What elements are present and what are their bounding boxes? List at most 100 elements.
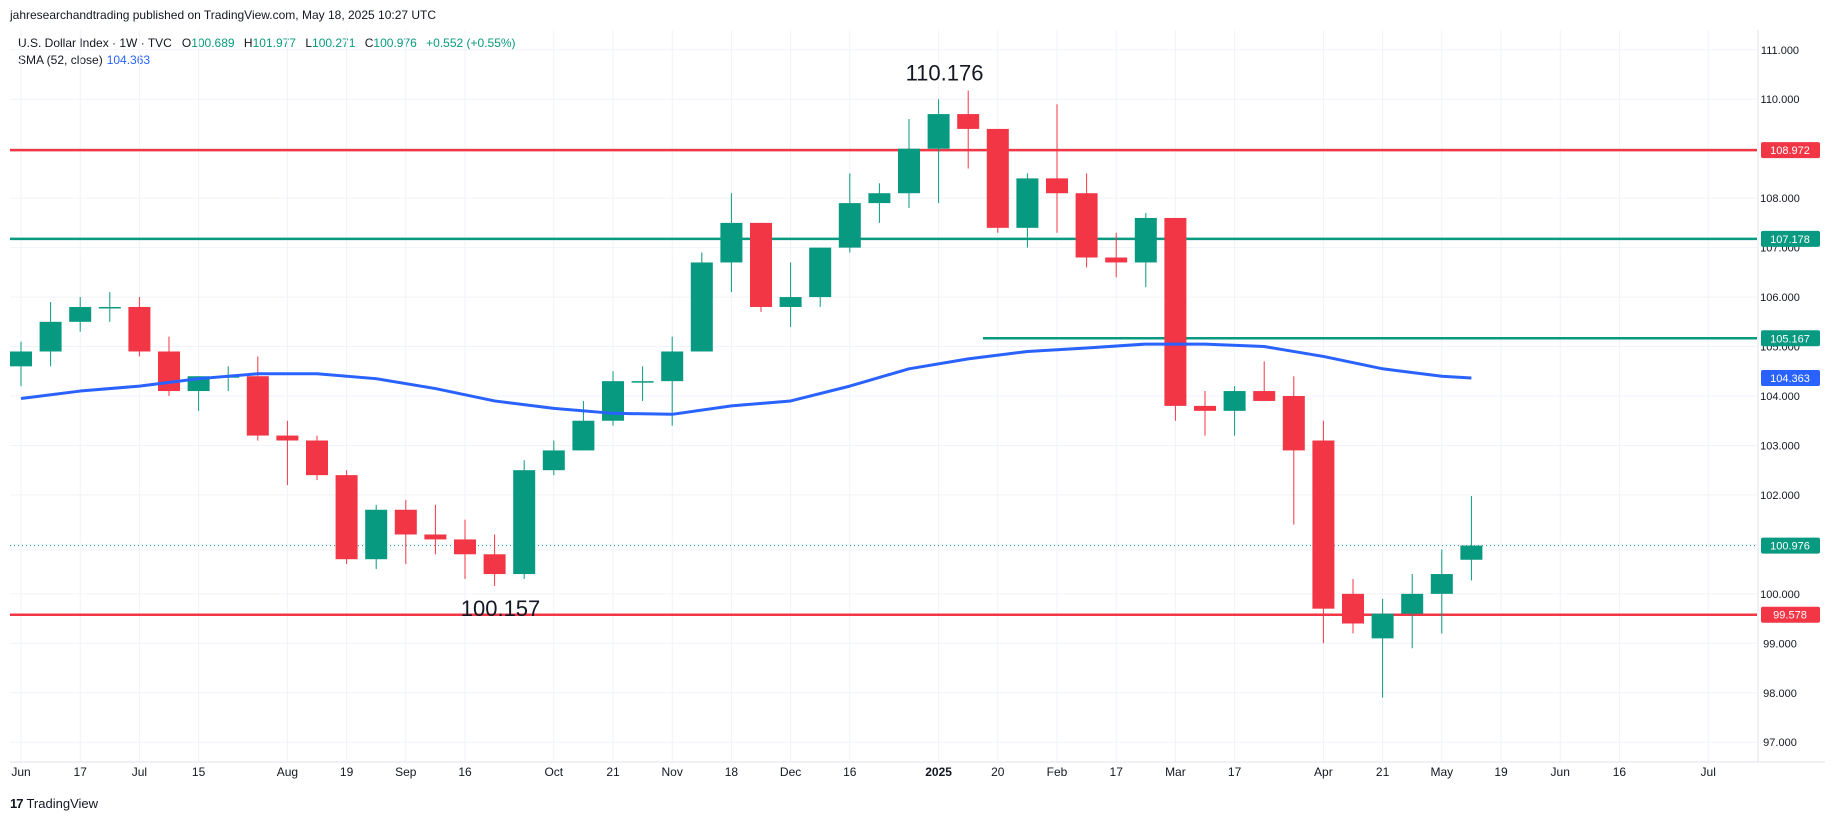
x-tick-label: Nov [662, 765, 683, 779]
tradingview-mark-icon: 17 [10, 796, 24, 811]
candle-down [335, 475, 358, 560]
price-tag-label: 105.167 [1770, 333, 1810, 345]
candle-up [513, 470, 536, 575]
y-tick-label: 97.000 [1763, 737, 1797, 749]
price-axis: 97.00098.00099.000100.000101.000102.0001… [1760, 45, 1820, 749]
y-tick-label: 99.000 [1763, 638, 1797, 650]
x-tick-label: 20 [991, 765, 1005, 779]
candle-up [809, 247, 832, 298]
candle-up [1371, 613, 1394, 639]
price-tag [1761, 370, 1820, 387]
high-label: H [243, 36, 253, 50]
y-tick-label: 102.000 [1760, 490, 1800, 502]
y-tick-label: 103.000 [1760, 440, 1800, 452]
x-tick-label: Feb [1047, 765, 1068, 779]
symbol-name[interactable]: U.S. Dollar Index · 1W · TVC [18, 36, 172, 50]
candle-down [1075, 193, 1098, 258]
x-tick-label: 21 [1376, 765, 1390, 779]
candle-down [1194, 405, 1216, 411]
price-tag [1761, 537, 1820, 554]
x-tick-label: 16 [458, 765, 472, 779]
candle-up [1460, 545, 1483, 560]
x-tick-label: May [1430, 765, 1453, 779]
candle-up [1430, 574, 1453, 594]
candle-down [424, 534, 447, 540]
price-tag-label: 104.363 [1770, 373, 1810, 385]
candle-up [838, 203, 861, 248]
x-tick-label: 17 [74, 765, 88, 779]
candle-down [986, 128, 1009, 228]
low-label: L [305, 36, 313, 50]
sma-polyline [20, 342, 1472, 416]
candle-up [1134, 217, 1157, 263]
candle-up [10, 351, 32, 367]
candle-down [483, 554, 506, 575]
candle-up [602, 381, 624, 421]
candle-down [454, 539, 476, 555]
x-tick-label: 17 [1110, 765, 1124, 779]
candle-up [690, 262, 713, 352]
x-tick-label: Apr [1314, 765, 1333, 779]
time-axis: Jun 17 Jul 15 Aug 19 Sep 16 Oct 21 Nov 18 Dec 16 2025 2… [10, 30, 1825, 779]
x-tick-label: Oct [544, 765, 563, 779]
candle-down [1312, 440, 1335, 609]
x-tick-label: 15 [192, 765, 206, 779]
open-label: O [181, 36, 192, 50]
price-tag-label: 108.972 [1770, 145, 1810, 157]
candle-down [1046, 178, 1068, 194]
price-tag [1761, 142, 1820, 159]
y-tick-label: 98.000 [1763, 688, 1797, 700]
x-tick-label: 2025 [925, 765, 952, 779]
candle-up [1016, 178, 1039, 228]
tradingview-logo[interactable]: 17 TradingView [10, 796, 98, 811]
candle-down [276, 435, 299, 441]
x-tick-label: Sep [395, 765, 417, 779]
x-tick-label: Mar [1165, 765, 1186, 779]
y-tick-label: 111.000 [1761, 45, 1799, 57]
candle-up [98, 306, 121, 309]
x-tick-label: Jun [1551, 765, 1570, 779]
price-tag [1761, 330, 1820, 347]
x-tick-label: 18 [725, 765, 739, 779]
tradingview-logo-text: TradingView [26, 796, 99, 811]
price-annotations: 110.176 100.157 [461, 61, 984, 622]
y-tick-label: 104.000 [1760, 391, 1800, 403]
grid-lines [10, 30, 1757, 762]
price-tag [1761, 606, 1820, 623]
y-tick-label: 110.000 [1761, 94, 1800, 106]
x-tick-label: 16 [843, 765, 857, 779]
x-tick-label: Jul [132, 765, 147, 779]
candle-down [394, 509, 417, 535]
candle-down [1342, 593, 1364, 624]
candle-up [661, 351, 684, 382]
candles [10, 90, 1483, 698]
price-tag-label: 100.976 [1770, 541, 1810, 553]
open-value: 100.689 [191, 36, 235, 50]
x-tick-label: 19 [340, 765, 354, 779]
candle-down [128, 306, 151, 352]
price-annotation: 110.176 [906, 61, 984, 86]
candle-up [631, 381, 654, 383]
sma-label[interactable]: SMA (52, close) [18, 53, 103, 67]
horizontal-levels [10, 148, 1757, 616]
candle-up [69, 306, 92, 322]
candle-up [365, 509, 388, 560]
candle-up [39, 321, 62, 352]
high-value: 101.977 [252, 36, 296, 50]
x-tick-label: Aug [277, 765, 298, 779]
price-annotation: 100.157 [461, 596, 541, 621]
candle-up [868, 193, 891, 204]
candle-down [957, 114, 980, 129]
candle-up [542, 450, 565, 471]
price-chart[interactable]: 110.176 100.157 97.000 98.000 99.000 100.000… [0, 0, 1835, 790]
x-tick-label: 17 [1228, 765, 1242, 779]
x-tick-label: 16 [1613, 765, 1627, 779]
x-tick-label: Dec [780, 765, 801, 779]
publisher-line: jahresearchandtrading published on Tradi… [10, 8, 437, 22]
candle-down [158, 351, 180, 392]
price-tag [1761, 230, 1820, 247]
candle-down [306, 440, 328, 476]
candle-up [572, 420, 595, 451]
x-tick-label: Jun [11, 765, 30, 779]
close-label: C [364, 36, 374, 50]
